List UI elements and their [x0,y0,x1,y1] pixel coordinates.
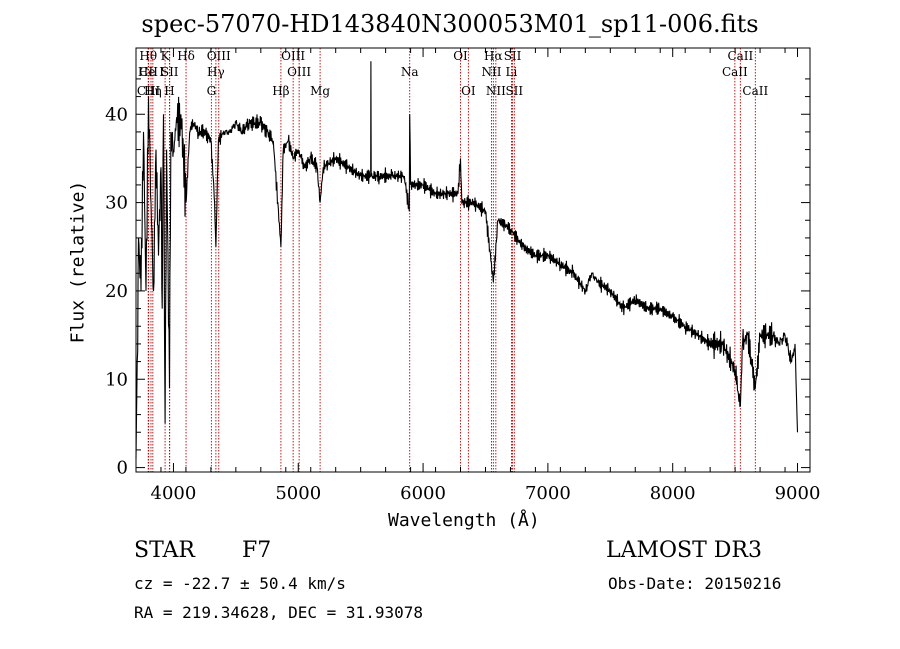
marker-label: Hα [484,49,503,63]
y-tick-label: 0 [117,458,128,479]
marker-label: OIII [281,49,305,63]
x-tick-label: 7000 [525,483,571,504]
y-tick-label: 10 [105,369,128,390]
marker-label: Mg [310,84,330,98]
marker-label: H [164,84,174,98]
x-tick-label: 5000 [275,483,321,504]
survey-name: LAMOST DR3 [606,538,762,563]
flux-series [136,61,798,459]
x-tick-label: 6000 [400,483,446,504]
y-tick-label: 40 [105,104,128,125]
plot-frame [136,48,810,472]
marker-label: SII [505,84,523,98]
x-tick-label: 4000 [151,483,197,504]
marker-label: Hγ [207,65,225,79]
marker-label: Hη [144,84,162,98]
marker-label: OI [461,84,476,98]
marker-label: Hθ [139,49,157,63]
chart-title: spec-57070-HD143840N300053M01_sp11-006.f… [0,10,900,38]
flux-line [136,61,798,459]
marker-label: G [207,84,217,98]
spectral-line-markers [148,48,755,472]
observation-date: Obs-Date: 20150216 [608,574,781,593]
y-tick-label: 30 [105,193,128,214]
marker-label: CaII [742,84,768,98]
y-axis-label: Flux (relative) [68,181,89,344]
object-class: STAR [134,538,195,563]
marker-label: CaII [727,49,753,63]
marker-label: OI [453,49,468,63]
marker-label: Na [401,65,419,79]
marker-label: CaII [722,65,748,79]
marker-label: OIII [287,65,311,79]
x-tick-label: 9000 [775,483,821,504]
marker-label: Li [506,65,518,79]
x-axis-label: Wavelength (Å) [388,510,540,531]
axis-ticks [136,48,810,472]
marker-label: OIII [207,49,231,63]
object-subclass: F7 [242,538,271,563]
marker-label: SII [161,65,179,79]
x-tick-label: 8000 [650,483,696,504]
marker-label: NII [486,84,506,98]
marker-label: NII [481,65,501,79]
marker-label: K [161,49,171,63]
coordinates: RA = 219.34628, DEC = 31.93078 [134,603,423,622]
marker-label: Hβ [272,84,289,98]
marker-label: Hδ [177,49,195,63]
marker-label: SII [504,49,522,63]
y-tick-label: 20 [105,281,128,302]
redshift-cz: cz = -22.7 ± 50.4 km/s [134,574,346,593]
